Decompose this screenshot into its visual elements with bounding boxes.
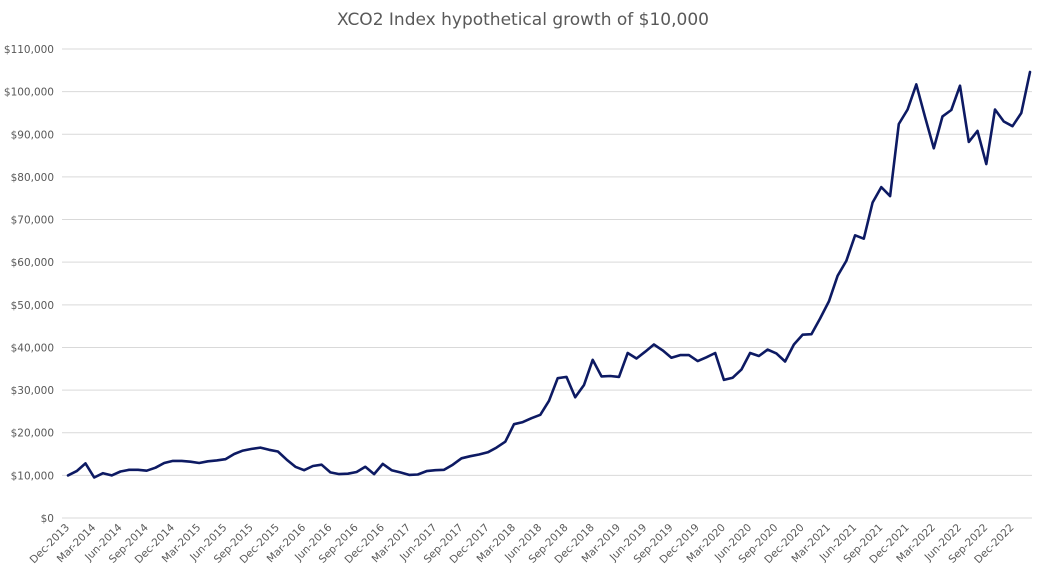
y-tick-label: $100,000 bbox=[4, 87, 54, 99]
y-tick-label: $20,000 bbox=[11, 428, 54, 440]
y-tick-label: $60,000 bbox=[11, 257, 54, 269]
chart-title: XCO2 Index hypothetical growth of $10,00… bbox=[337, 10, 709, 30]
y-tick-label: $30,000 bbox=[11, 385, 54, 397]
y-tick-label: $0 bbox=[41, 513, 54, 525]
y-axis-labels: $0 $10,000 $20,000 $30,000 $40,000 $50,000 $60… bbox=[4, 44, 54, 525]
series-line-group bbox=[66, 70, 1032, 479]
y-tick-label: $70,000 bbox=[11, 215, 54, 227]
y-tick-label: $90,000 bbox=[11, 129, 54, 141]
series-line bbox=[66, 70, 1032, 479]
y-tick-label: $80,000 bbox=[11, 172, 54, 184]
y-tick-label: $10,000 bbox=[11, 470, 54, 482]
y-tick-label: $50,000 bbox=[11, 300, 54, 312]
x-axis-labels: Dec-2013Mar-2014Jun-2014Sep-2014Dec-2014… bbox=[28, 521, 1017, 566]
gridlines bbox=[62, 48, 1032, 519]
y-tick-label: $40,000 bbox=[11, 342, 54, 354]
y-tick-label: $110,000 bbox=[4, 44, 54, 56]
